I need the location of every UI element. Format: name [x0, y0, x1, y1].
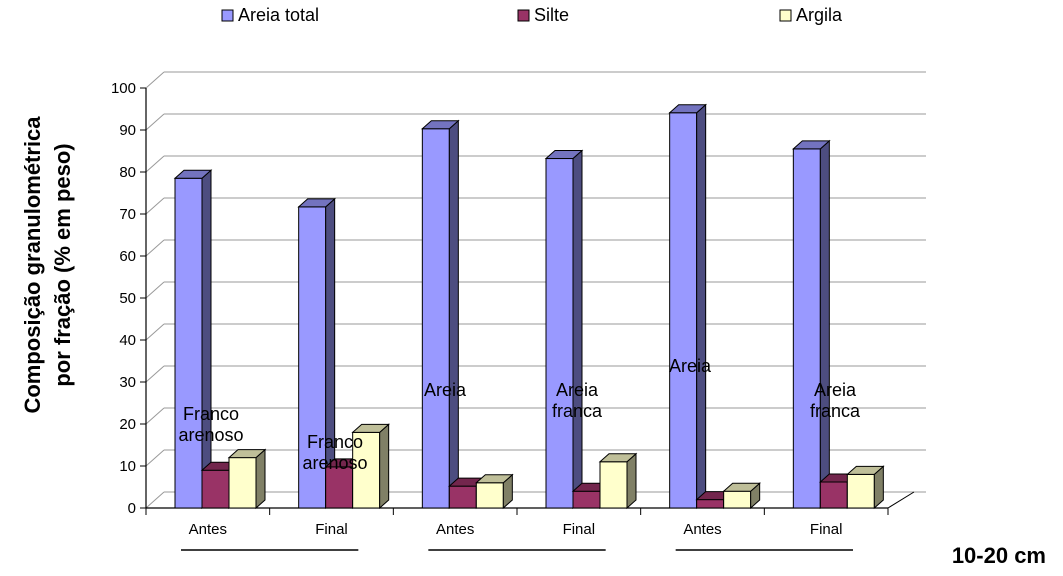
texture-annotation: Areia franca: [552, 380, 603, 421]
bar: [351, 423, 390, 510]
bar: [668, 103, 707, 510]
bar-front: [846, 473, 875, 509]
bar-side: [819, 139, 830, 510]
bar-side: [448, 119, 459, 510]
side-grid-line: [145, 281, 165, 299]
bar-side: [626, 452, 637, 510]
bar-front: [228, 457, 257, 509]
side-grid-line: [145, 71, 165, 89]
bar-front: [599, 461, 628, 509]
depth-label: 10-20 cm: [952, 543, 1046, 568]
bar-front: [669, 112, 698, 509]
x-tick-label: Final: [810, 521, 843, 538]
y-tick-label: 90: [119, 122, 136, 139]
bar: [475, 473, 514, 510]
texture-annotation: Franco arenoso: [302, 432, 367, 473]
bar-side: [255, 448, 266, 510]
y-tick-label: 70: [119, 206, 136, 223]
bar: [544, 149, 584, 510]
texture-annotation: Areia: [669, 356, 712, 376]
bar-top: [297, 198, 336, 208]
bar-front: [545, 158, 574, 509]
y-tick-label: 100: [111, 80, 136, 97]
x-tick-label: Antes: [436, 521, 474, 538]
bar: [173, 169, 213, 510]
side-grid-line: [145, 407, 165, 425]
bar-front: [475, 482, 504, 509]
legend-label: Areia total: [238, 5, 319, 25]
bar: [792, 139, 831, 510]
texture-annotation: Franco arenoso: [178, 404, 243, 445]
y-tick-label: 20: [119, 416, 136, 433]
x-tick-label: Final: [563, 521, 596, 538]
side-grid-line: [145, 155, 165, 173]
bar-side: [379, 423, 390, 510]
bar-side: [201, 169, 212, 510]
bar: [722, 482, 761, 510]
legend: Areia total Silte Argila: [221, 5, 843, 25]
bar-side: [572, 149, 583, 510]
bars: [173, 103, 885, 510]
axes: 0 10 20 30 40 50 60 70 80 90 100 Antes Final Antes Fin…: [111, 80, 915, 551]
y-tick-label: 80: [119, 164, 136, 181]
y-tick-label: 0: [128, 500, 136, 517]
bar-top: [173, 169, 213, 179]
bar-top: [421, 120, 460, 130]
bar-front: [572, 490, 601, 509]
side-grid-line: [145, 365, 165, 383]
bar: [227, 448, 267, 510]
bar-front: [723, 490, 752, 509]
bar-front: [696, 499, 725, 509]
bar-top: [846, 465, 885, 475]
bar-top: [792, 140, 831, 150]
legend-swatch: [221, 9, 234, 22]
y-tick-label: 60: [119, 248, 136, 265]
legend-label: Silte: [534, 5, 569, 25]
bar-front: [421, 128, 450, 509]
side-grid-line: [145, 197, 165, 215]
legend-swatch: [517, 9, 530, 22]
bar-top: [475, 474, 514, 484]
bar-front: [792, 148, 821, 509]
floor-edge: [887, 491, 915, 509]
data-annotations: Franco arenoso Franco arenoso Areia Areia fran…: [178, 356, 861, 473]
y-axis-label: Composição granulométrica por fração (% e…: [20, 116, 75, 414]
bar-side: [696, 103, 707, 510]
texture-annotation: Areia: [424, 380, 467, 400]
bar-top: [722, 482, 761, 492]
y-tick-label: 30: [119, 374, 136, 391]
bar-front: [174, 177, 203, 509]
y-tick-label: 40: [119, 332, 136, 349]
bar-front: [201, 469, 230, 509]
y-tick-label: 10: [119, 458, 136, 475]
y-axis-title: Composição granulométrica por fração (% e…: [20, 116, 75, 414]
x-tick-label: Antes: [189, 521, 227, 538]
side-grid-line: [145, 239, 165, 257]
bar-top: [351, 423, 390, 433]
side-grid-line: [145, 491, 165, 509]
bar: [297, 197, 336, 510]
bar: [846, 465, 885, 510]
bar-front: [819, 481, 848, 509]
bar: [421, 119, 460, 510]
bar-front: [298, 206, 327, 509]
legend-swatch: [779, 9, 792, 22]
legend-label: Argila: [796, 5, 843, 25]
y-tick-label: 50: [119, 290, 136, 307]
bar: [598, 452, 638, 510]
bar-top: [544, 150, 584, 160]
bar-front: [448, 485, 477, 509]
bar-top: [668, 104, 707, 114]
side-grid-line: [145, 113, 165, 131]
bar-top: [598, 453, 638, 463]
side-grid-line: [145, 449, 165, 467]
x-tick-label: Final: [315, 521, 348, 538]
texture-annotation: Areia franca: [810, 380, 861, 421]
side-grid-line: [145, 323, 165, 341]
x-tick-label: Antes: [683, 521, 721, 538]
bar-front: [325, 466, 354, 509]
bar-top: [227, 449, 267, 459]
